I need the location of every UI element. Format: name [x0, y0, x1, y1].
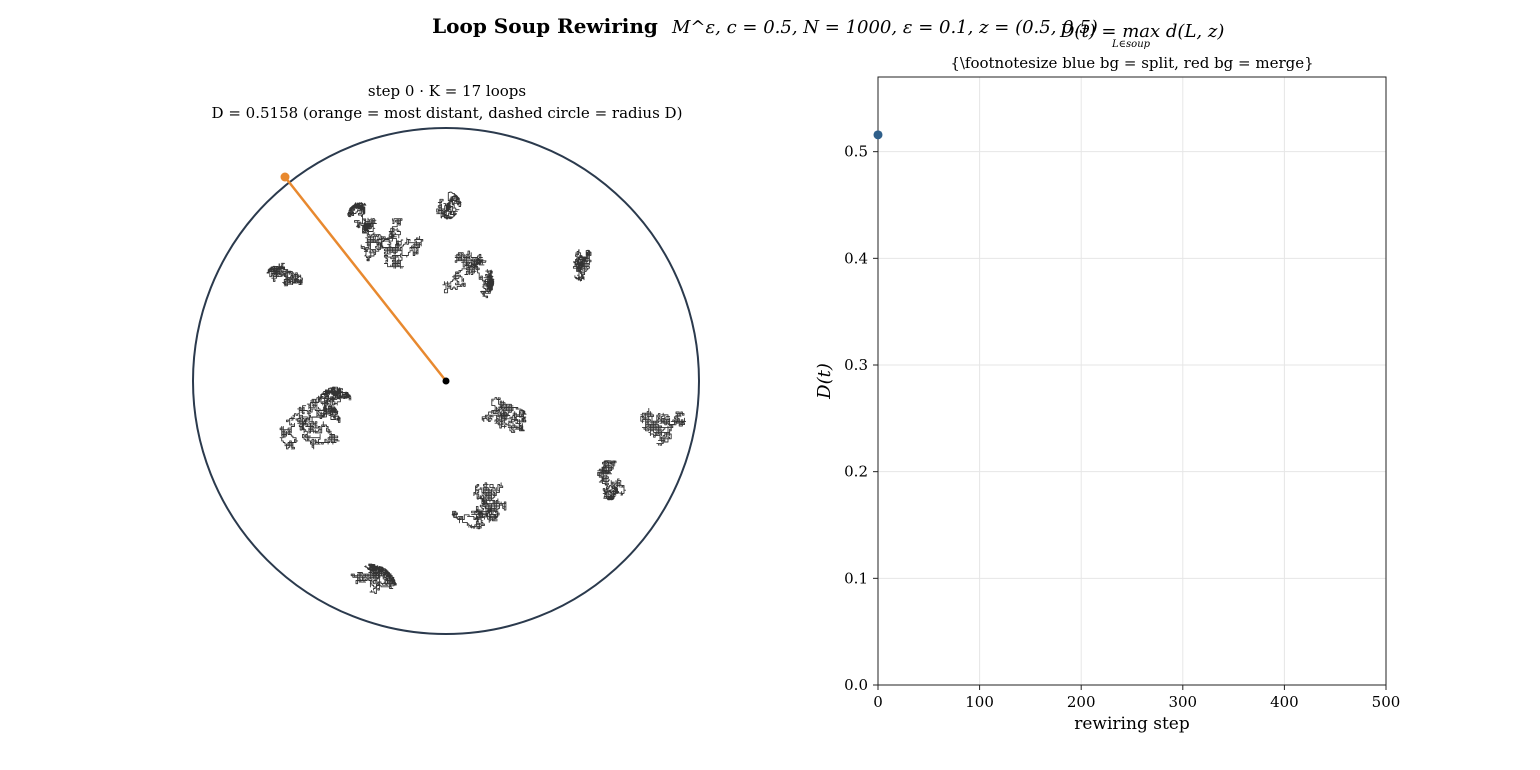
loop [436, 191, 462, 220]
left-title-line1: step 0 · K = 17 loops [368, 82, 526, 100]
y-tick-label: 0.1 [844, 569, 868, 587]
loop [266, 262, 303, 287]
data-points [873, 130, 883, 140]
left-title-line2: D = 0.5158 (orange = most distant, dashe… [212, 104, 683, 122]
loop [347, 202, 367, 229]
distance-chart: {\footnotesize blue bg = split, red bg =… [814, 54, 1400, 734]
loop [442, 250, 495, 299]
loop [360, 217, 424, 269]
y-tick-label: 0.2 [844, 463, 868, 481]
loop [597, 460, 627, 501]
x-tick-label: 0 [873, 693, 883, 711]
loop [640, 407, 687, 446]
x-tick-label: 200 [1067, 693, 1096, 711]
overlay-formula-sub: L∈soup [1111, 39, 1151, 50]
loop [317, 386, 352, 412]
most-distant-line [284, 176, 447, 382]
y-tick-label: 0.4 [844, 249, 868, 267]
figure-title-params: M^ε, c = 0.5, N = 1000, ε = 0.1, z = (0.… [671, 17, 1098, 38]
x-tick-label: 100 [965, 693, 994, 711]
loop-soup-panel: step 0 · K = 17 loops D = 0.5158 (orange… [192, 82, 700, 635]
overlay-formula: D(t) = max d(L, z) [1059, 21, 1224, 42]
y-tick-label: 0.3 [844, 356, 868, 374]
chart-grid [877, 77, 1387, 686]
data-point [873, 130, 883, 140]
x-tick-label: 400 [1270, 693, 1299, 711]
loop [481, 397, 527, 433]
y-tick-label: 0.5 [844, 143, 868, 161]
chart-title: {\footnotesize blue bg = split, red bg =… [950, 54, 1313, 72]
y-axis-label: D(t) [814, 363, 835, 400]
loop-soup [266, 191, 687, 595]
y-axis-ticks: 0.0 0.1 0.2 0.3 0.4 0.5 [844, 143, 878, 694]
most-distant-point [280, 172, 290, 182]
x-tick-label: 500 [1372, 693, 1401, 711]
x-axis-ticks: 0 100 200 300 400 500 [873, 685, 1400, 711]
loop [572, 249, 592, 282]
y-tick-label: 0.0 [844, 676, 868, 694]
plot-frame [877, 76, 1387, 686]
x-tick-label: 300 [1168, 693, 1197, 711]
center-point [442, 377, 450, 385]
x-axis-label: rewiring step [1074, 714, 1190, 734]
unit-disk-boundary [192, 127, 700, 635]
loop [451, 482, 507, 530]
figure-title: Loop Soup Rewiring [432, 14, 658, 38]
loop [350, 563, 397, 595]
